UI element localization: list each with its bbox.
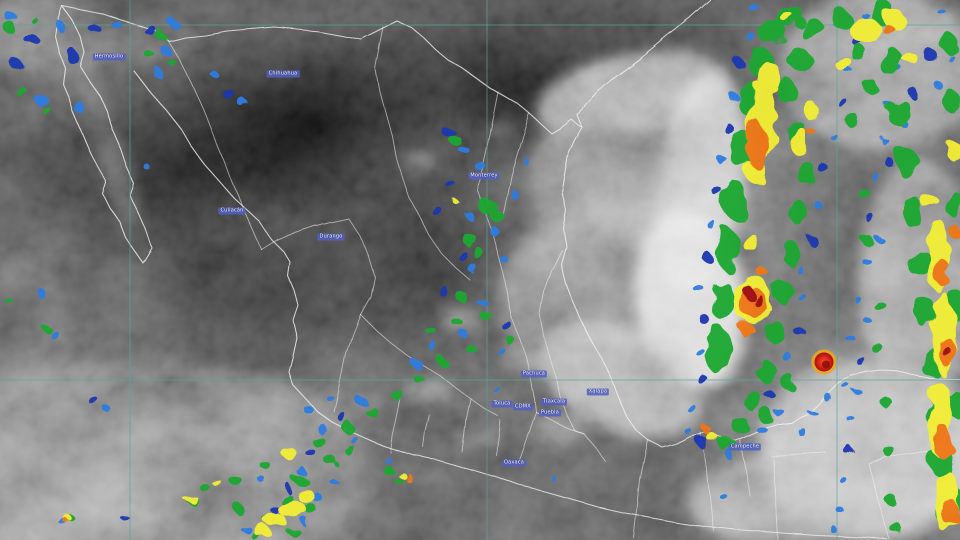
state-line	[389, 397, 401, 453]
city-label-chihuahua: Chihuahua	[266, 70, 300, 78]
state-line	[517, 411, 537, 465]
precip-rain-navy	[13, 25, 937, 521]
state-line	[461, 397, 471, 453]
state-line	[375, 27, 409, 197]
state-line	[359, 313, 499, 417]
city-label-campeche: Campeche	[728, 443, 762, 451]
city-label-puebla: Puebla	[539, 409, 561, 417]
city-label-durango: Durango	[317, 233, 345, 241]
state-line	[511, 317, 537, 413]
precip-extreme	[742, 284, 948, 356]
state-line	[333, 313, 361, 413]
city-label-toluca: Toluca	[491, 400, 513, 408]
state-line	[503, 113, 531, 215]
city-label-xalapa: Xalapa	[586, 388, 610, 396]
city-label-tlaxcala: Tlaxcala	[540, 398, 568, 406]
state-line	[699, 431, 715, 533]
border-guatemala	[769, 450, 946, 540]
city-label-pachuca: Pachuca	[520, 370, 548, 378]
storm-center-marker	[811, 349, 837, 375]
state-line	[633, 439, 649, 539]
state-line	[347, 217, 375, 315]
border-baja-california	[54, 5, 153, 264]
city-label-culiac-n: Culiacán	[218, 207, 246, 215]
state-line	[407, 195, 471, 281]
state-line	[496, 419, 501, 457]
precip-light-rain	[6, 6, 952, 535]
state-line	[539, 249, 585, 435]
state-line	[423, 414, 431, 449]
city-label-oaxaca: Oaxaca	[501, 459, 527, 467]
city-label-hermosillo: Hermosillo	[92, 53, 126, 61]
city-label-cdmx: CDMX	[513, 403, 533, 411]
state-line	[167, 39, 263, 251]
precip-intense	[63, 24, 960, 525]
coast-gulf	[560, 0, 960, 448]
city-label-monterrey: Monterrey	[468, 172, 500, 180]
state-line	[261, 217, 349, 251]
